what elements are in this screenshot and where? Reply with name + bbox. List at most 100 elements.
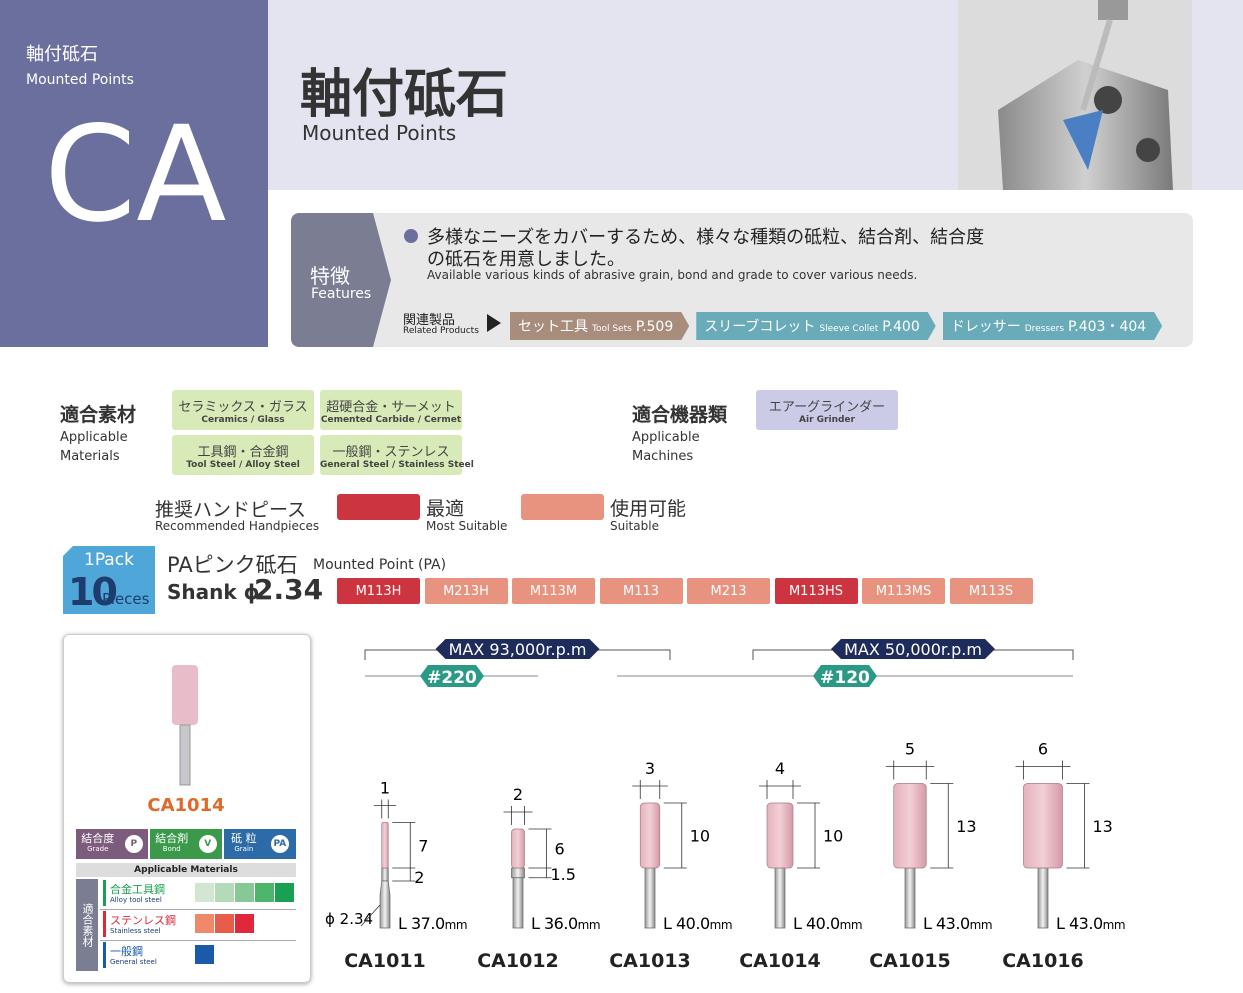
related-label-en: Related Products [403,326,479,336]
dim-diameter: 1 [380,779,390,798]
materials-grid: セラミックス・ガラス Ceramics / Glass 超硬合金・サーメット Ceme… [172,390,474,475]
spec-text: 結合剤 Bond [155,833,188,855]
legend-swatch [337,494,420,520]
shank [644,867,656,929]
product-code: CA1013 [609,950,691,972]
card-materials-header: Applicable Materials [76,863,296,877]
related-name-en: Sleeve Collet [819,324,879,334]
dim-length: L 40.0mm [663,914,732,933]
related-pill: ドレッサー Dressers P.403・404 [943,312,1162,340]
sidebar-category-en: Mounted Points [26,72,134,88]
material-name: 工具鋼・合金鋼 [197,444,289,460]
row-label-en: Alloy tool steel [110,896,162,904]
material-item: 一般鋼・ステンレス General Steel / Stainless Steel [320,435,474,475]
pack-label: 1Pack [84,550,134,570]
row-bar [103,880,106,906]
machines-label-en: Applicable Machines [632,430,700,464]
related-page: P.403・404 [1068,319,1147,335]
material-item: 工具鋼・合金鋼 Tool Steel / Alloy Steel [172,435,314,475]
related-page: P.400 [882,319,920,335]
head [381,822,389,869]
dim-diameter: 2 [513,785,523,804]
features-label-en: Features [311,286,372,302]
dim-head: 10 [690,827,710,846]
related-pill: スリーブコレット Sleeve Collet P.400 [696,312,935,340]
related-name: セット工具 [518,319,588,335]
row-divider [100,909,296,910]
machines-label: 適合機器類 [632,404,728,426]
material-item: セラミックス・ガラス Ceramics / Glass [172,390,314,430]
handpiece: M213H [424,578,508,604]
head [766,802,794,869]
dim-head: 7 [418,836,428,855]
shank [379,880,391,929]
row-cell [195,914,214,933]
speed-label: MAX 50,000r.p.m [844,640,982,659]
features-label: 特徴 [310,264,350,288]
material-name: セラミックス・ガラス [178,399,308,415]
arrow [487,314,501,332]
row-cell [255,883,274,902]
legend-label: 最適 [426,498,465,520]
handpiece: M113HS [774,578,858,604]
features-tab [291,213,391,347]
handpiece-label: 推奨ハンドピース [155,499,307,521]
product-code: CA1012 [477,950,559,972]
dim-line [632,780,668,799]
dim-line [1015,760,1071,780]
related-pill: セット工具 Tool Sets P.509 [510,312,689,340]
material-name-en: General Steel / Stainless Steel [320,459,474,470]
handpiece: M113 [599,578,683,604]
speed-label: MAX 93,000r.p.m [449,640,587,659]
shank-value: 2.34 [254,573,324,606]
features-text-en: Available various kinds of abrasive grai… [427,268,918,282]
related-name: スリーブコレット [704,319,816,335]
row-label: ステンレス鋼 [110,914,176,927]
row-cell [195,883,214,902]
dim-length: L 43.0mm [923,914,992,933]
grit-pill [420,665,484,687]
spec-box: 結合度 Grade P [76,829,148,859]
page-title: 軸付砥石 [300,65,509,125]
product-code: CA1016 [1002,950,1084,972]
product-code: CA1015 [869,950,951,972]
dim-head: 10 [823,827,843,846]
legend-swatch [521,494,604,520]
spec-label: 砥 粒 [231,832,257,845]
product-code: CA1014 [739,950,821,972]
shank [512,877,524,929]
spec-label-en: Grain [234,845,254,853]
spec-box: 砥 粒 Grain PA [224,829,296,859]
row-cell [215,883,234,902]
materials-label: 適合素材 [60,404,137,426]
dim-head: 6 [555,840,565,859]
handpiece: M113MS [862,578,945,604]
dim-length: L 36.0mm [531,914,600,933]
shank [904,867,916,929]
handpiece: M113S [949,578,1033,604]
dim-line [392,822,416,869]
related-name-en: Dressers [1024,324,1065,334]
dim-line [759,780,801,799]
row-label: 一般鋼 [110,945,143,958]
shank [774,867,786,929]
spec-box: 結合剤 Bond V [150,829,222,859]
related-page: P.509 [635,319,674,335]
neck [381,867,389,882]
length-unit: mm [578,918,600,932]
handpiece: M213 [687,578,770,604]
dim-line [885,760,935,780]
materials-label-en: Applicable Materials [60,430,128,464]
dim-line [1066,783,1090,869]
pack-badge [63,546,155,614]
spec-value: PA [270,835,289,853]
handpiece: M113M [512,578,595,604]
head [1023,783,1063,869]
speed-pill [831,639,995,659]
row-cell [195,945,214,964]
product-photo [958,0,1192,190]
shank-label: Shank ϕ [167,580,260,604]
length-unit: mm [710,918,732,932]
handpiece: M113H [337,578,420,604]
spec-text: 砥 粒 Grain [231,833,257,855]
